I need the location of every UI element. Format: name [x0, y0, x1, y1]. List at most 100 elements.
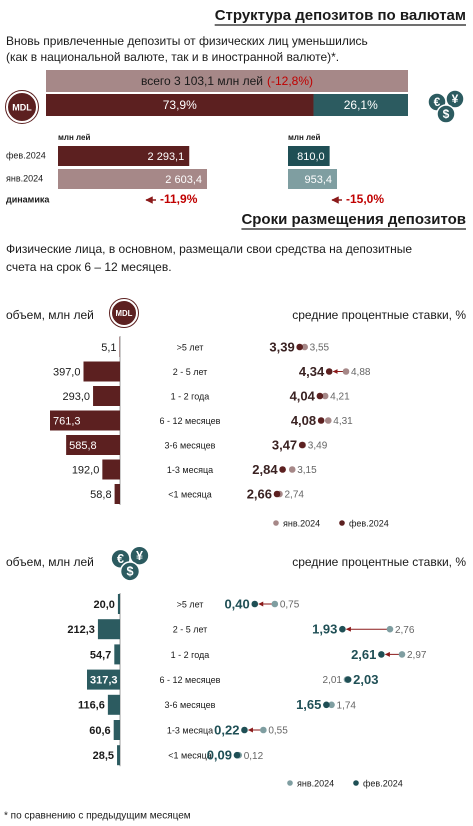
row-label: янв.2024 — [6, 173, 43, 183]
bar-label: 810,0 — [297, 151, 325, 163]
volume-bar — [107, 694, 120, 715]
rate-label-value: 2,74 — [284, 490, 304, 501]
rate-label-value: 0,55 — [268, 726, 288, 737]
rate-label-value: 0,22 — [214, 722, 239, 737]
rate-label-value: 2,03 — [353, 672, 378, 687]
rate-label-value: 1,65 — [296, 697, 321, 712]
change-label: -15,0% — [346, 192, 384, 206]
share-label: 73,9% — [163, 98, 197, 112]
volume-bar — [66, 435, 120, 455]
rate-dot — [316, 392, 324, 400]
rate-dot — [339, 625, 346, 633]
legend-marker — [287, 780, 293, 786]
volume-label-value: 761,3 — [53, 415, 81, 427]
volume-label: объем, млн лей — [6, 308, 94, 322]
currency-badge — [110, 299, 138, 327]
volume-label-value: 116,6 — [78, 700, 105, 712]
rate-label-value: 4,31 — [333, 416, 353, 427]
fx-icon-coin — [436, 104, 456, 124]
rate-label-value: 2,01 — [323, 675, 343, 686]
volume-label-value: 58,8 — [90, 489, 111, 501]
category-label: 1-3 месяца — [167, 725, 213, 735]
volume-bar — [114, 484, 120, 504]
rate-dot — [323, 701, 330, 709]
rate-label-value: 4,88 — [351, 367, 371, 378]
row-label: динамика — [6, 194, 50, 204]
rate-dot — [260, 726, 267, 734]
total-bar — [46, 70, 408, 92]
bar-label: 953,4 — [304, 174, 332, 186]
currency-badge-label: MDL — [116, 309, 133, 318]
fx-icon-symbol: € — [434, 95, 441, 109]
rate-label-value: 3,55 — [310, 343, 330, 354]
category-label: 3-6 месяцев — [165, 700, 216, 710]
volume-bar — [97, 619, 120, 640]
volume-label-value: 54,7 — [90, 649, 111, 661]
rate-dot — [273, 490, 281, 498]
currency-badge-ring — [5, 90, 39, 124]
intro-line: счета на срок 6 – 12 месяцев. — [6, 260, 172, 274]
category-label: 2 - 5 лет — [173, 367, 208, 377]
value-bar — [58, 146, 190, 166]
legend-marker — [353, 780, 359, 786]
volume-bar — [83, 361, 120, 382]
fx-icon-coin — [129, 545, 150, 566]
rate-label-value: 3,49 — [308, 441, 328, 452]
change-label: -11,9% — [160, 192, 198, 206]
rate-label-value: 0,75 — [280, 600, 300, 611]
volume-label-value: 293,0 — [63, 391, 91, 403]
fx-icon-symbol: $ — [126, 565, 133, 579]
rate-label-value: 2,66 — [247, 486, 272, 501]
value-bar — [58, 169, 207, 189]
rate-dot — [251, 600, 259, 608]
section-title: Структура депозитов по валютам — [215, 7, 466, 24]
volume-bar — [93, 386, 120, 406]
rate-dot — [344, 676, 352, 683]
rate-dot — [325, 368, 333, 375]
intro-line: (как в национальной валюте, так и в инос… — [6, 50, 339, 64]
volume-label-value: 20,0 — [93, 599, 114, 611]
volume-label: объем, млн лей — [6, 555, 94, 569]
share-label: 26,1% — [344, 98, 378, 112]
rate-label-value: 4,08 — [291, 413, 316, 428]
total-value: всего 3 103,1 млн лей — [141, 74, 263, 88]
rate-dot — [271, 600, 279, 608]
category-label: >5 лет — [177, 599, 204, 609]
volume-label-value: 192,0 — [72, 464, 100, 476]
volume-label-value: 5,1 — [101, 342, 116, 354]
row-label: фев.2024 — [6, 150, 46, 160]
rate-dot — [296, 343, 303, 351]
value-bar — [288, 146, 330, 166]
rate-dot — [328, 701, 335, 709]
category-label: <1 месяца — [168, 489, 212, 499]
legend-marker — [273, 520, 279, 526]
intro-line: Физические лица, в основном, размещали с… — [6, 242, 412, 256]
value-bar — [288, 169, 337, 189]
fx-icon-coin — [445, 89, 465, 109]
currency-badge-label: MDL — [12, 102, 32, 112]
unit-label: млн лей — [58, 133, 90, 142]
volume-bar — [117, 745, 120, 766]
rate-label-value: 4,04 — [290, 388, 316, 403]
rate-dot — [317, 417, 325, 424]
rate-label-value: 3,47 — [272, 437, 297, 452]
rate-label-value: 2,76 — [395, 625, 415, 636]
legend-label: фев.2024 — [349, 518, 389, 528]
volume-bar — [114, 644, 120, 665]
bar-label: 2 293,1 — [148, 151, 185, 163]
volume-label-value: 317,3 — [90, 675, 118, 687]
footnote: * по сравнению с предыдущим месяцем — [4, 811, 191, 822]
rate-dot — [321, 392, 329, 400]
rate-label-value: 0,12 — [244, 751, 264, 762]
intro-line: Вновь привлеченные депозиты от физически… — [6, 34, 368, 48]
fx-icon-symbol: $ — [443, 107, 450, 121]
volume-bar — [117, 594, 120, 614]
unit-label: млн лей — [288, 133, 320, 142]
category-label: 3-6 месяцев — [165, 440, 216, 450]
category-label: 1-3 месяца — [167, 465, 213, 475]
legend-marker — [339, 520, 345, 526]
category-label: 6 - 12 месяцев — [160, 416, 221, 426]
rate-label-value: 4,21 — [330, 392, 350, 403]
rate-label: средние процентные ставки, % — [292, 555, 466, 569]
